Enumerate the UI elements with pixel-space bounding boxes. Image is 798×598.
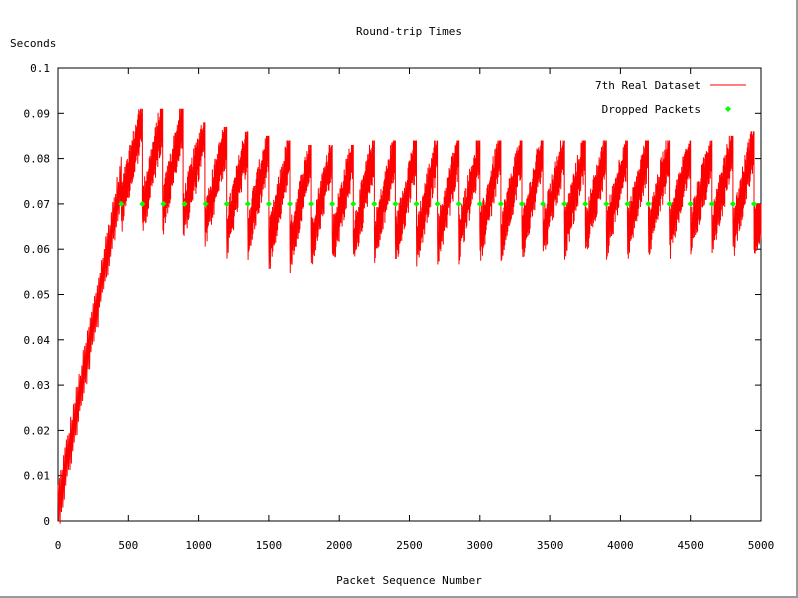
- dropped-packet-point: [308, 200, 315, 207]
- y-tick-label: 0.06: [24, 243, 51, 256]
- dropped-packet-point: [645, 200, 652, 207]
- x-tick-label: 1000: [185, 539, 212, 552]
- chart-title: Round-trip Times: [356, 25, 462, 38]
- y-tick-label: 0.03: [24, 379, 51, 392]
- y-tick-label: 0.09: [24, 107, 51, 120]
- dropped-packet-point: [666, 200, 673, 207]
- dropped-packet-point: [181, 200, 188, 207]
- legend-swatch-dropped-packets: [725, 106, 731, 112]
- dropped-packet-point: [413, 200, 420, 207]
- dropped-packet-point: [286, 200, 293, 207]
- y-tick-label: 0.01: [24, 470, 51, 483]
- x-tick-label: 5000: [748, 539, 775, 552]
- x-tick-label: 500: [118, 539, 138, 552]
- y-tick-label: 0: [43, 515, 50, 528]
- dropped-packet-point: [371, 200, 378, 207]
- dropped-packet-point: [350, 200, 357, 207]
- series-line-7th-real-dataset: [57, 108, 762, 524]
- dropped-packet-point: [624, 200, 631, 207]
- dropped-packet-point: [160, 200, 167, 207]
- x-axis-label: Packet Sequence Number: [336, 574, 482, 587]
- y-tick-label: 0.07: [24, 198, 51, 211]
- x-tick-label: 4500: [677, 539, 704, 552]
- x-tick-label: 2500: [396, 539, 423, 552]
- dropped-packet-point: [223, 200, 230, 207]
- dropped-packet-point: [561, 200, 568, 207]
- dropped-packet-point: [476, 200, 483, 207]
- x-axis-ticks: 0 500 1000 1500 2000 2500 3000 3500 4000 4500 5000: [55, 68, 775, 552]
- legend-label-dropped-packets: Dropped Packets: [602, 103, 701, 116]
- dropped-packet-point: [582, 200, 589, 207]
- dropped-packet-point: [708, 200, 715, 207]
- x-tick-label: 3500: [537, 539, 564, 552]
- x-tick-label: 1500: [256, 539, 283, 552]
- x-tick-label: 2000: [326, 539, 353, 552]
- dropped-packet-point: [750, 200, 757, 207]
- y-tick-label: 0.08: [24, 153, 51, 166]
- series-points-dropped-packets: [118, 200, 757, 207]
- y-tick-label: 0.02: [24, 424, 51, 437]
- y-axis-label: Seconds: [10, 37, 56, 50]
- legend: 7th Real Dataset Dropped Packets: [595, 79, 746, 116]
- dropped-packet-point: [202, 200, 209, 207]
- y-axis-ticks: 0 0.01 0.02 0.03 0.04 0.05 0.06 0.07 0.08 0.09 0.1: [24, 62, 761, 528]
- dropped-packet-point: [518, 200, 525, 207]
- y-tick-label: 0.05: [24, 289, 51, 302]
- y-tick-label: 0.1: [30, 62, 50, 75]
- dropped-packet-point: [139, 200, 146, 207]
- dropped-packet-point: [265, 200, 272, 207]
- legend-label-7th-real-dataset: 7th Real Dataset: [595, 79, 701, 92]
- dropped-packet-point: [603, 200, 610, 207]
- dropped-packet-point: [392, 200, 399, 207]
- dropped-packet-point: [687, 200, 694, 207]
- dropped-packet-point: [540, 200, 547, 207]
- dropped-packet-point: [729, 200, 736, 207]
- dropped-packet-point: [244, 200, 251, 207]
- dropped-packet-point: [118, 200, 125, 207]
- dropped-packet-point: [455, 200, 462, 207]
- dropped-packet-point: [434, 200, 441, 207]
- plot-area-frame: [57, 67, 762, 522]
- dropped-packet-point: [329, 200, 336, 207]
- dropped-packet-point: [497, 200, 504, 207]
- x-tick-label: 4000: [607, 539, 634, 552]
- x-tick-label: 3000: [467, 539, 494, 552]
- x-tick-label: 0: [55, 539, 62, 552]
- y-tick-label: 0.04: [24, 334, 51, 347]
